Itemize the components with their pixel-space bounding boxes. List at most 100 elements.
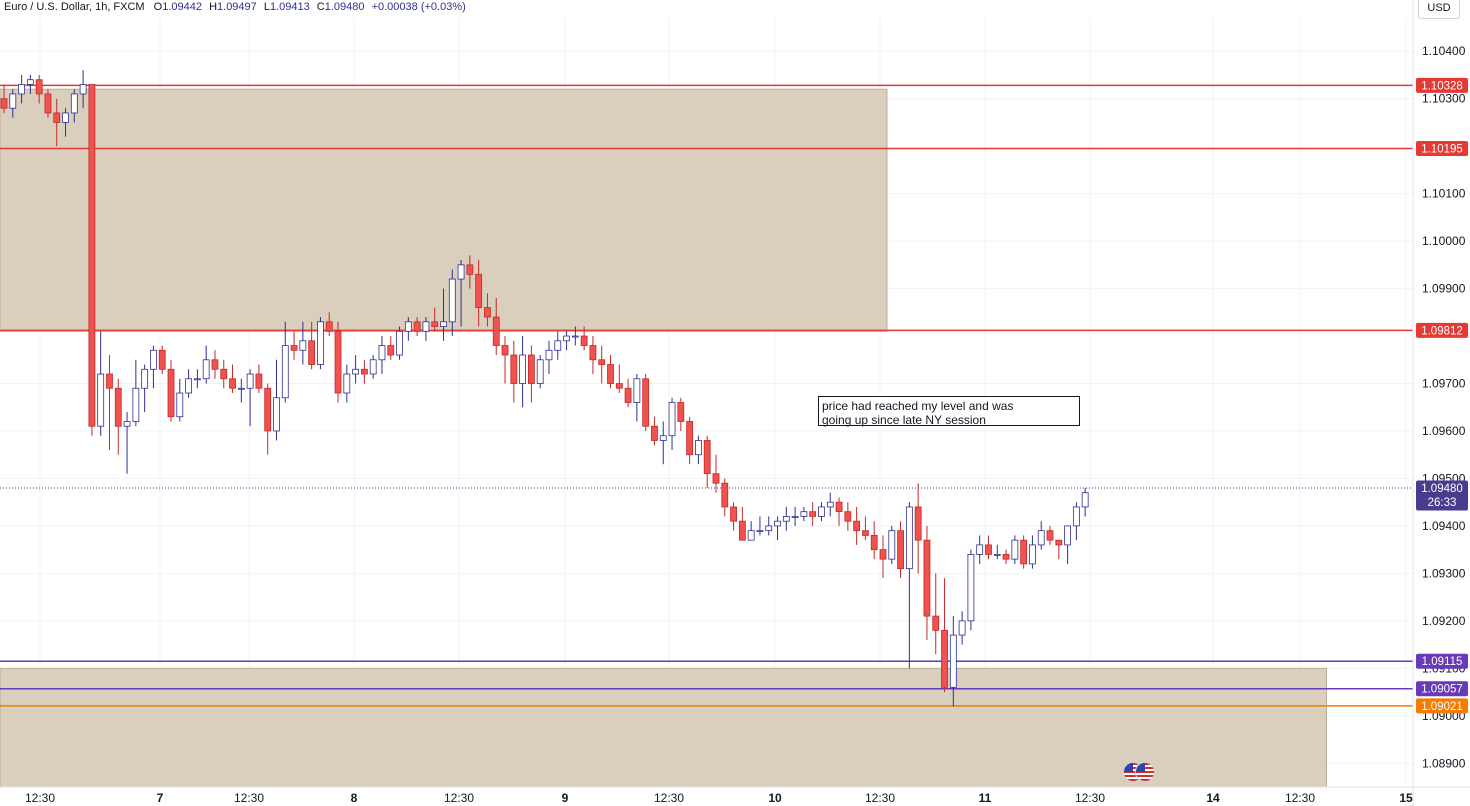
price-tag: 1.09021 <box>1416 698 1468 714</box>
candle-up <box>396 326 403 360</box>
symbol-title[interactable]: Euro / U.S. Dollar, 1h, FXCM <box>4 1 145 13</box>
price-tag-label: 1.09057 <box>1421 684 1463 696</box>
candle-body <box>18 84 25 95</box>
candle-body <box>35 79 43 95</box>
price-tag: 1.09115 <box>1416 653 1468 669</box>
candle-body <box>659 435 667 441</box>
candle-down <box>703 435 711 488</box>
currency-button[interactable]: USD <box>1418 0 1460 19</box>
price-tag-background <box>1416 480 1468 511</box>
open-value: 1.09442 <box>162 1 202 13</box>
candle-body <box>158 349 166 370</box>
candle-body <box>457 264 465 280</box>
candle-body <box>484 307 491 318</box>
x-tick-label: 10 <box>768 791 782 805</box>
candle-body <box>695 440 702 456</box>
candle-body <box>0 98 8 109</box>
candle-body <box>835 501 843 513</box>
candle-up <box>141 364 149 412</box>
text-annotation[interactable]: price had reached my level and was going… <box>818 396 1080 427</box>
candle-up <box>765 516 773 536</box>
price-tag-label: 1.10328 <box>1421 80 1463 92</box>
us-flag-icon[interactable] <box>1135 762 1155 782</box>
candle-down <box>712 454 720 493</box>
candle-body <box>448 278 456 323</box>
open-label: O <box>153 1 163 13</box>
candle-body <box>360 368 368 375</box>
y-tick-label: 1.09300 <box>1422 566 1466 580</box>
candle-body <box>9 93 17 109</box>
candle-up <box>774 516 781 541</box>
candle-body <box>378 345 386 361</box>
candle-body <box>299 340 307 351</box>
candle-up <box>633 374 641 422</box>
candle-body <box>440 321 447 327</box>
price-tag-label: 1.09021 <box>1421 701 1463 713</box>
price-tag-background <box>1416 322 1468 338</box>
candle-body <box>932 615 940 631</box>
low-label: L <box>263 1 270 13</box>
candle-up <box>695 435 702 465</box>
candle-body <box>501 345 509 356</box>
y-tick-label: 1.09700 <box>1422 377 1466 391</box>
candle-up <box>378 336 386 375</box>
candle-body <box>150 349 157 370</box>
candle-down <box>870 521 878 560</box>
candle-body <box>607 364 614 384</box>
candle-down <box>1046 525 1054 545</box>
candle-body <box>79 84 87 95</box>
candle-down <box>510 340 518 403</box>
x-tick-label: 12:30 <box>865 791 895 805</box>
candle-up <box>1081 487 1089 517</box>
y-tick-label: 1.10300 <box>1422 92 1466 106</box>
candle-down <box>387 336 395 360</box>
candle-down <box>106 355 113 450</box>
candle-down <box>642 374 650 431</box>
candle-up <box>273 359 280 441</box>
candle-body <box>264 387 272 432</box>
candle-down <box>325 312 333 337</box>
candle-down <box>1055 539 1063 560</box>
candle-down <box>290 331 298 360</box>
candle-body <box>1029 544 1036 565</box>
candle-body <box>976 544 984 555</box>
candle-up <box>343 364 351 403</box>
y-tick-label: 1.09400 <box>1422 519 1466 533</box>
time-axis: 12:30 7 12:30 8 12:30 9 12:30 10 12:30 11 12:30 14 1… <box>0 786 1470 805</box>
candle-up <box>536 355 544 389</box>
candle-up <box>281 321 289 403</box>
candle-body <box>519 354 527 384</box>
candle-down <box>492 298 500 356</box>
price-tag-label: 1.09115 <box>1422 656 1463 668</box>
candle-body <box>176 392 184 418</box>
x-tick-label: 8 <box>351 791 358 805</box>
candle-up <box>668 397 676 450</box>
candle-up <box>747 521 755 541</box>
candle-body <box>404 321 412 332</box>
candle-body <box>624 387 632 403</box>
candle-body <box>967 554 975 622</box>
price-tag-background <box>1416 141 1468 157</box>
candle-up <box>949 616 957 707</box>
candle-body <box>923 539 931 617</box>
candle-down <box>607 355 614 389</box>
candle-up <box>554 331 562 360</box>
candle-down <box>730 502 737 531</box>
x-tick-label: 14 <box>1206 791 1220 805</box>
candle-up <box>246 369 254 427</box>
candle-body <box>229 378 236 389</box>
candle-up <box>404 317 412 341</box>
y-tick-label: 1.08900 <box>1422 756 1466 770</box>
candle-down <box>580 326 588 351</box>
candle-down <box>53 98 61 147</box>
candle-up <box>756 516 764 536</box>
candle-down <box>360 359 368 384</box>
candle-body <box>686 421 694 456</box>
candle-body <box>774 520 781 527</box>
candle-body <box>1081 492 1089 508</box>
price-tag-background <box>1416 698 1468 714</box>
candle-down <box>738 506 746 541</box>
candle-up <box>62 108 69 137</box>
candle-body <box>352 368 360 375</box>
